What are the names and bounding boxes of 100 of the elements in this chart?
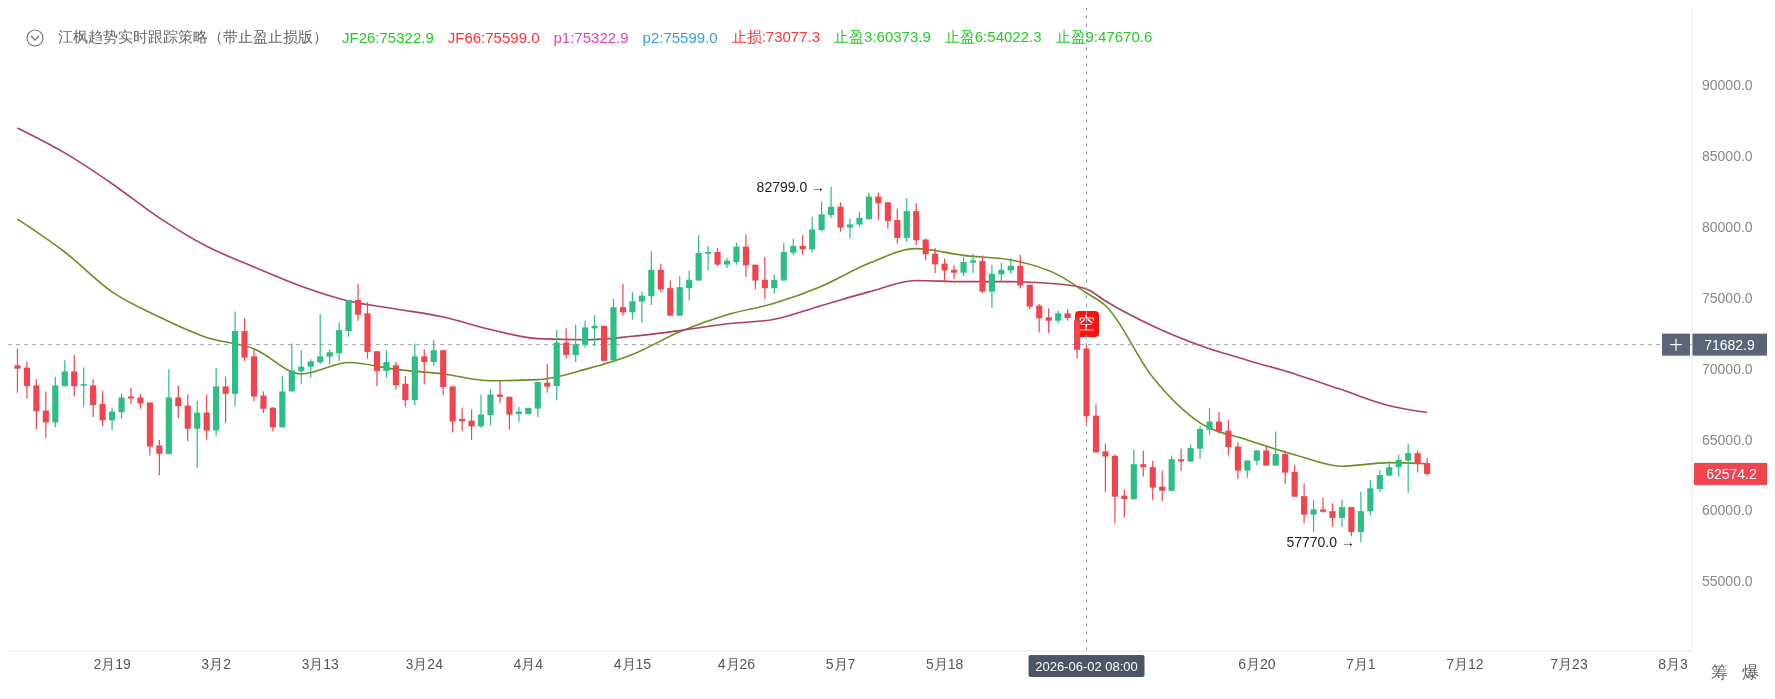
annotation: 止盈9:47670.6 (1055, 28, 1153, 47)
x-tick-label: 2月19 (93, 655, 131, 672)
candlestick (1319, 496, 1327, 514)
annotation: JF26:75322.9 (342, 29, 434, 46)
candlestick (487, 388, 494, 426)
candlestick (288, 342, 295, 392)
candlestick (544, 363, 551, 394)
candlestick (71, 354, 78, 397)
candlestick (828, 186, 835, 219)
y-tick-label: 60000.0 (1702, 502, 1753, 519)
ref-line-label: 2026-06-02 08:00 (1035, 659, 1138, 674)
candlestick (638, 291, 645, 323)
annotation: 57770.0 → (1286, 533, 1355, 552)
candlestick (771, 274, 778, 295)
candlestick (1376, 469, 1383, 493)
candlestick (194, 400, 201, 469)
candlestick (1301, 482, 1308, 525)
candlestick (42, 390, 49, 439)
candlestick (61, 359, 68, 388)
candlestick (373, 350, 381, 387)
candlestick (118, 392, 125, 420)
candlestick (468, 408, 475, 441)
y-tick-label: 75000.0 (1702, 289, 1753, 306)
annotation: 止损:73077.3 (731, 28, 821, 47)
candlestick (960, 256, 967, 277)
candlestick (1140, 450, 1147, 478)
x-tick-label: 7月12 (1446, 655, 1484, 672)
line-series (16, 127, 1428, 414)
candlestick (865, 192, 872, 221)
candlestick (572, 324, 579, 363)
candlestick (1215, 411, 1223, 435)
x-tick-label: 6月20 (1238, 655, 1276, 672)
candlestick (1149, 460, 1156, 501)
x-tick-label: 3月13 (301, 655, 340, 672)
candlestick (307, 358, 314, 379)
candlestick (723, 257, 731, 269)
candlestick (90, 378, 97, 418)
candlestick (260, 390, 267, 414)
candlestick (1045, 307, 1052, 334)
candlestick (818, 201, 825, 232)
candlestick (619, 283, 627, 317)
x-tick-label: 7月1 (1346, 655, 1376, 672)
candlestick (156, 439, 163, 476)
candlestick (988, 264, 995, 309)
candlestick (336, 321, 343, 362)
candlestick (1263, 445, 1270, 467)
candlestick (1357, 491, 1364, 543)
candlestick (392, 361, 399, 390)
candlestick (354, 283, 362, 322)
candlestick (317, 313, 324, 365)
candlestick (563, 327, 570, 360)
x-tick-label: 5月7 (825, 655, 856, 672)
text: 爆 (1742, 662, 1759, 684)
candlestick (506, 396, 513, 431)
candlestick (1102, 443, 1109, 493)
candlestick (922, 237, 929, 261)
candlestick (1414, 449, 1421, 474)
candlestick (402, 375, 409, 408)
x-tick-label: 5月18 (925, 655, 964, 672)
candlestick (1225, 419, 1232, 456)
candlestick (430, 339, 437, 367)
candlestick (1206, 407, 1213, 436)
candlestick (1178, 448, 1185, 472)
candlestick (1395, 454, 1402, 478)
candlestick (742, 233, 750, 278)
candlestick (1036, 303, 1043, 334)
annotation: JF66:75599.0 (447, 29, 540, 46)
x-tick-label: 3月2 (201, 655, 232, 672)
candlestick (894, 207, 901, 245)
annotation: 82799.0 → (756, 177, 826, 196)
candlestick (969, 253, 977, 274)
candlestick (1367, 479, 1374, 516)
candlestick (383, 349, 390, 379)
candlestick (222, 376, 229, 424)
y-tick-label: 90000.0 (1702, 76, 1753, 93)
y-tick-label: 62574.2 (1706, 465, 1758, 482)
candlestick (477, 393, 485, 429)
annotation: 止盈6:54022.3 (944, 28, 1042, 47)
candlestick (1405, 443, 1412, 494)
x-tick-label: 4月15 (613, 655, 652, 672)
candlestick (80, 366, 87, 408)
candlestick (1026, 284, 1033, 310)
y-tick-label: 85000.0 (1702, 147, 1753, 164)
annotation: p1:75322.9 (553, 29, 629, 46)
candlestick (752, 264, 759, 290)
y-tick-label: 80000.0 (1702, 218, 1753, 235)
ref-line-label: 71682.9 (1704, 336, 1756, 353)
candlestick (99, 390, 106, 427)
annotation: p2:75599.0 (642, 29, 718, 46)
candlestick (184, 393, 191, 442)
candlestick (950, 264, 958, 280)
candlestick (1196, 425, 1204, 460)
candlestick (884, 201, 891, 230)
candlestick (23, 360, 30, 400)
x-tick-label: 8月3 (1658, 655, 1689, 672)
candlestick (203, 394, 210, 441)
x-tick-label: 7月23 (1550, 655, 1588, 672)
y-tick-label: 55000.0 (1702, 573, 1753, 590)
candlestick (582, 320, 589, 349)
candlestick (421, 348, 428, 386)
